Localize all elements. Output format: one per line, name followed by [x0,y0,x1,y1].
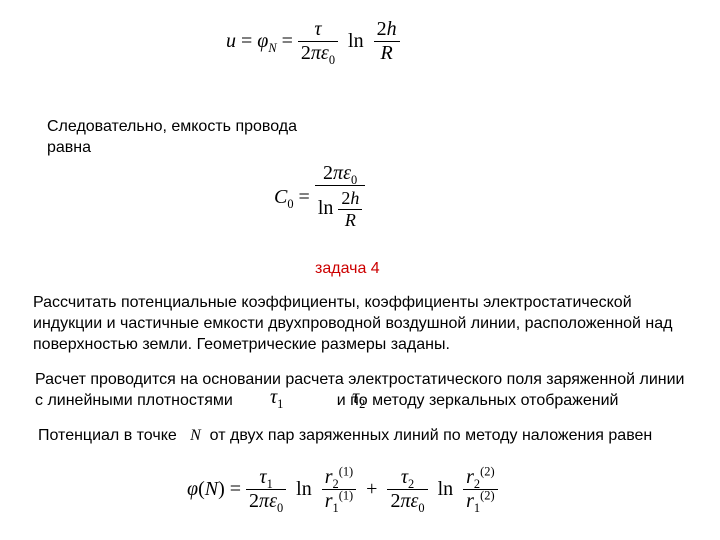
calc-line2b: и по методу зеркальных отображений [337,392,619,409]
C-sub: 0 [287,197,293,211]
point-N: N [190,427,201,444]
potential-a: Потенциал в точке [38,427,177,444]
var-phi: φ [257,30,268,52]
calc-line2a: с линейными плотностями [35,392,233,409]
text-consequently: Следовательно, емкость провода равна [47,116,307,158]
var-u: u [226,30,236,52]
heading-task: задача 4 [315,259,415,278]
tau2-symbol: τ2 [352,386,365,409]
tau1-symbol: τ1 [270,386,283,409]
R: R [380,42,392,64]
text-problem: Рассчитать потенциальные коэффициенты, к… [33,292,693,355]
formula-phi-N: φ(N) = τ1 2πε0 ln r2(1) r1(1) + τ2 2πε0 … [187,466,498,513]
formula-capacitance: C0 = 2πε0 ln 2h R [274,162,365,232]
tau: τ [314,18,321,40]
ln: ln [348,30,364,52]
h: h [387,18,397,40]
sub-N: N [268,41,276,55]
var-C: C [274,186,287,208]
eps-sub: 0 [329,53,335,67]
potential-b: от двух пар заряженных линий по методу н… [210,427,653,444]
pi-eps: πε [311,42,329,64]
text-potential: Потенциал в точке N от двух пар заряженн… [38,425,698,446]
two-pi: 2 [301,42,311,64]
formula-u-phi: u = φN = τ 2πε0 ln 2h R [226,18,400,65]
